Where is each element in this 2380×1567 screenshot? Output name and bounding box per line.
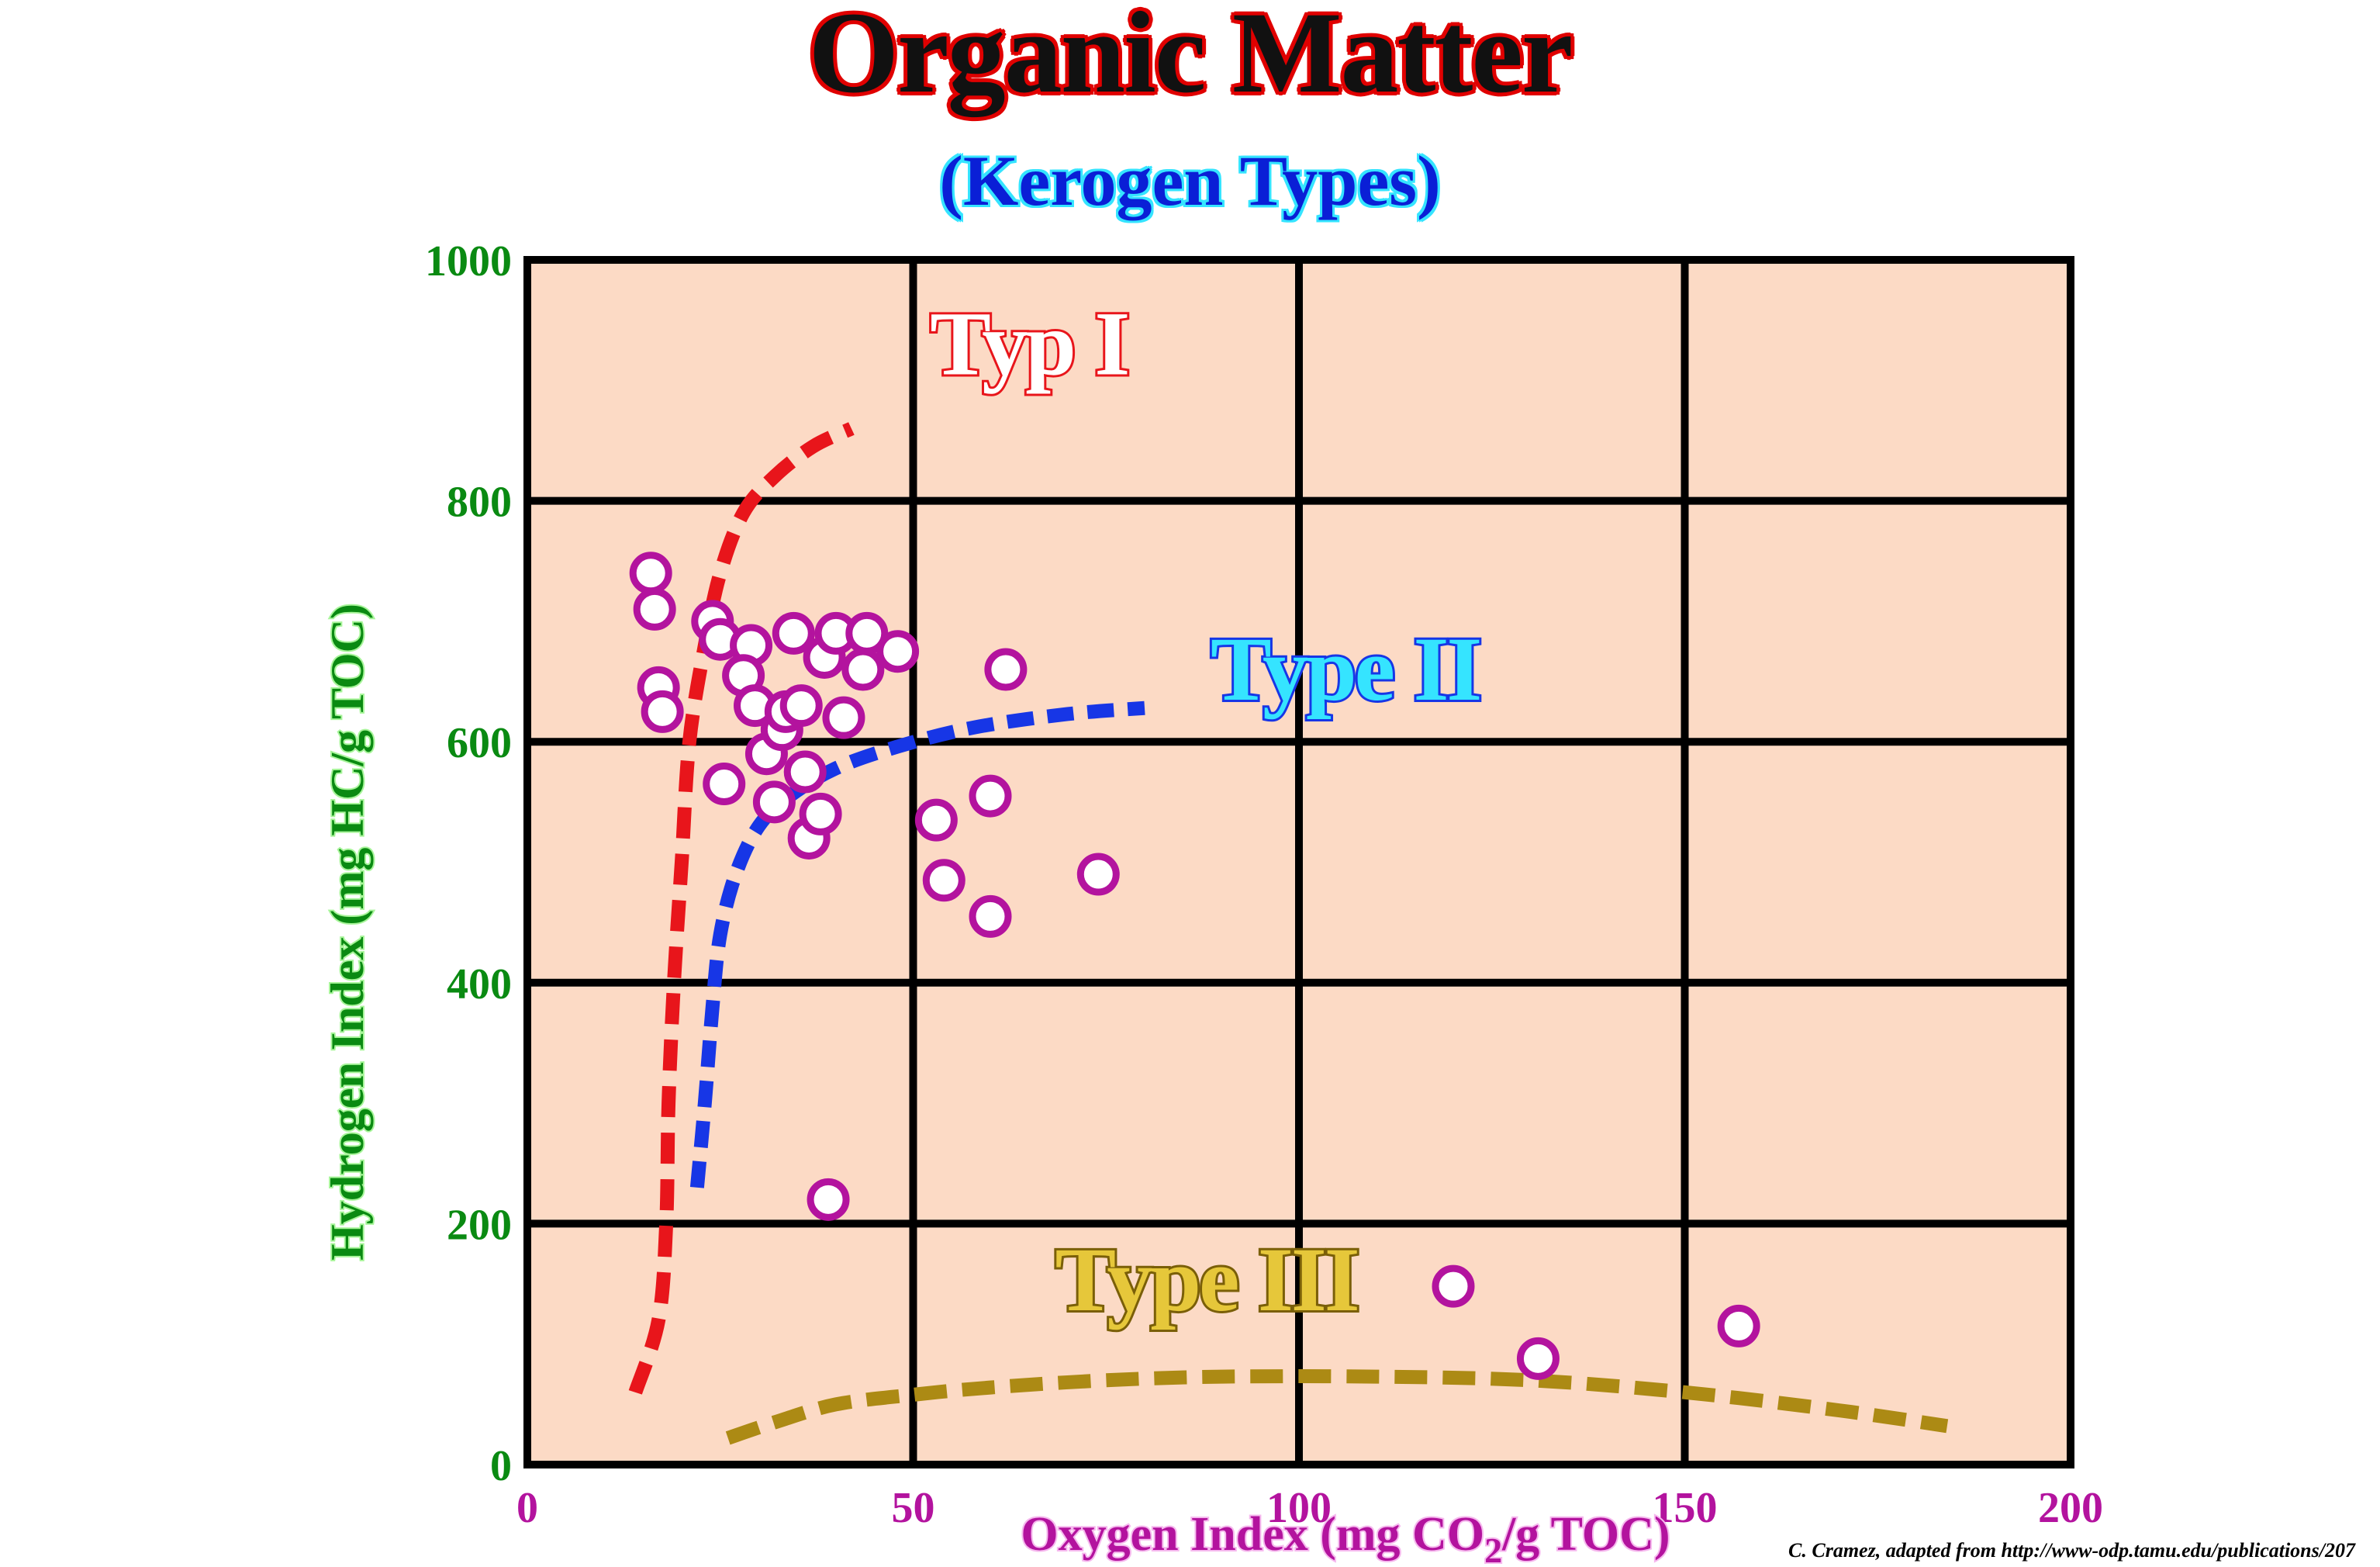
y-axis-ticks: 0 200 400 600 800 1000 <box>425 237 512 1490</box>
x-tick-label: 150 <box>1653 1484 1718 1532</box>
data-point <box>969 774 1012 818</box>
y-tick-label: 0 <box>490 1442 512 1490</box>
y-tick-label: 1000 <box>425 237 512 285</box>
data-point <box>1076 853 1120 896</box>
x-tick-label: 200 <box>2038 1484 2103 1532</box>
x-tick-label: 50 <box>892 1484 935 1532</box>
x-axis-ticks: 0 50 100 150 200 <box>516 1484 2103 1532</box>
curve-label-typ-i: Typ I <box>930 293 1128 395</box>
x-axis-label-main: Oxygen Index (mg CO <box>1021 1508 1484 1561</box>
x-axis-label: Oxygen Index (mg CO2/g TOC) <box>1021 1508 1670 1567</box>
curve-typ-i <box>628 422 855 1395</box>
data-point <box>822 696 865 739</box>
data-point <box>1432 1264 1475 1308</box>
data-point <box>641 690 684 733</box>
source-credit: C. Cramez, adapted from http://www-odp.t… <box>1788 1539 2355 1562</box>
chart-title: Organic Matter <box>808 0 1573 117</box>
y-tick-label: 800 <box>447 479 512 527</box>
data-point <box>1717 1304 1760 1347</box>
data-point <box>779 684 823 728</box>
x-axis-label-subscript: 2 <box>1484 1531 1502 1567</box>
data-point <box>772 611 815 655</box>
curve-label-type-ii: Type II <box>1211 618 1480 720</box>
data-point <box>1516 1337 1560 1380</box>
data-point <box>629 552 672 595</box>
data-point <box>876 630 920 673</box>
data-point <box>841 648 885 691</box>
x-tick-label: 0 <box>516 1484 538 1532</box>
y-axis-label: Hydrogen Index (mg HC/g TOC) <box>322 604 373 1261</box>
data-point <box>922 859 965 902</box>
y-tick-label: 600 <box>447 719 512 767</box>
kerogen-trend-curves <box>628 422 1949 1445</box>
data-point <box>969 894 1012 938</box>
curve-labels: Typ I Type II Type III <box>927 291 1484 1334</box>
data-point <box>752 780 796 824</box>
y-tick-label: 200 <box>447 1201 512 1249</box>
data-point <box>703 763 746 806</box>
curve-type-ii <box>689 700 1145 1188</box>
x-tick-label: 100 <box>1266 1484 1332 1532</box>
data-point <box>984 648 1028 691</box>
curve-label-type-iii: Type III <box>1055 1229 1357 1330</box>
chart-subtitle: (Kerogen Types) <box>939 141 1441 220</box>
data-point <box>633 587 676 631</box>
x-axis-label-tail: /g TOC) <box>1501 1508 1670 1561</box>
y-tick-label: 400 <box>447 960 512 1008</box>
data-points <box>629 552 1760 1380</box>
data-point <box>783 750 827 794</box>
data-point <box>807 1178 850 1221</box>
data-point <box>799 792 842 835</box>
data-point <box>914 798 958 842</box>
